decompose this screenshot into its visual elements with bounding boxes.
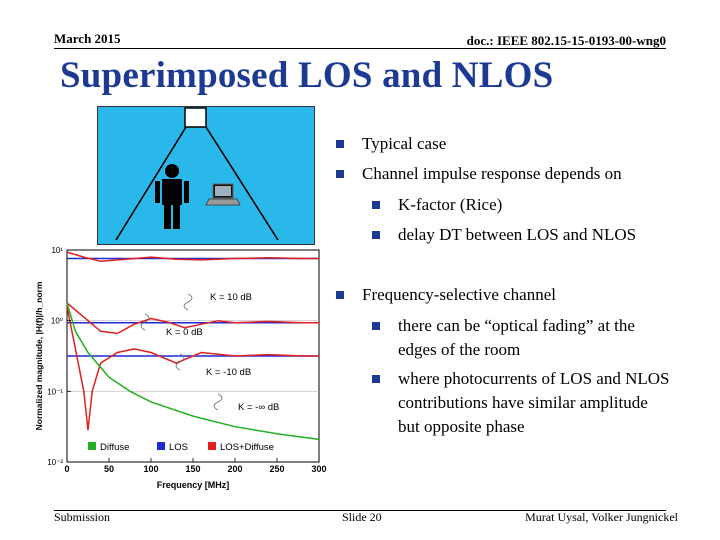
header-date: March 2015 <box>54 31 121 46</box>
x-tick-label: 300 <box>311 464 326 474</box>
series-line-los-diffuse <box>66 251 319 263</box>
bullet-marker <box>336 170 344 178</box>
light-cone-right <box>205 126 279 241</box>
bullet-marker <box>372 201 380 209</box>
annotation-bracket <box>140 313 150 331</box>
footer-submission: Submission <box>54 510 111 524</box>
annotation-label: K = 0 dB <box>166 327 203 338</box>
legend-swatch <box>88 442 96 450</box>
bullet-marker <box>372 322 380 330</box>
series-line-diffuse <box>66 302 320 441</box>
room-drawing <box>115 107 279 241</box>
x-tick-label: 250 <box>269 464 284 474</box>
light-cone-left <box>115 126 187 241</box>
bullet-text: K-factor (Rice) <box>398 195 503 214</box>
legend-label: Diffuse <box>100 442 129 453</box>
bullet-delay: delay DT between LOS and NLOS <box>372 223 636 247</box>
legend-swatch <box>157 442 165 450</box>
x-tick-label: 100 <box>143 464 158 474</box>
bullet-text: Frequency-selective channel <box>362 285 556 304</box>
annotation-bracket <box>175 353 185 371</box>
room-illustration <box>97 106 315 245</box>
y-tick-label: 10⁻² <box>47 458 63 467</box>
bullet-marker <box>372 231 380 239</box>
annotation-bracket <box>213 393 223 411</box>
x-tick-label: 200 <box>227 464 242 474</box>
bullet-marker <box>336 291 344 299</box>
bullet-text: there can be “optical fading” at the edg… <box>398 316 635 359</box>
x-tick-label: 150 <box>185 464 200 474</box>
y-tick-label: 10⁻¹ <box>47 387 63 396</box>
laptop-icon <box>205 183 241 206</box>
legend-swatch <box>208 442 216 450</box>
frequency-response-chart: 0 50 100 150 200 250 300 10¹ 10⁰ 10⁻¹ 10⁻² K = 10 … <box>30 242 330 492</box>
footer-divider <box>54 510 666 511</box>
bullet-frequency-selective: Frequency-selective channel <box>336 283 556 307</box>
ceiling-light-icon <box>184 107 207 128</box>
header-doc-id: doc.: IEEE 802.15-15-0193-00-wng0 <box>466 33 666 48</box>
x-tick-label: 50 <box>104 464 114 474</box>
slide-title: Superimposed LOS and NLOS <box>60 55 554 96</box>
series-line-los-diffuse <box>66 302 319 335</box>
person-icon <box>155 164 189 229</box>
bullet-marker <box>336 140 344 148</box>
annotation-label: K = 10 dB <box>210 292 252 303</box>
chart-svg: 0 50 100 150 200 250 300 10¹ 10⁰ 10⁻¹ 10⁻² K = 10 … <box>34 246 327 490</box>
bullet-optical-fading: there can be “optical fading” at the edg… <box>372 314 672 362</box>
annotation-label: K = -∞ dB <box>238 402 279 413</box>
series-line-los-diffuse <box>66 306 319 431</box>
footer-authors: Murat Uysal, Volker Jungnickel <box>525 510 678 524</box>
footer-slide-number: Slide 20 <box>342 510 382 524</box>
annotation-label: K = -10 dB <box>206 367 251 378</box>
legend-label: LOS <box>169 442 188 453</box>
bullet-marker <box>372 375 380 383</box>
annotation-bracket <box>183 293 193 311</box>
bullet-text: Typical case <box>362 134 447 153</box>
y-axis-label: Normalized magnitude, |H(f)|/h_norm <box>34 281 44 430</box>
bullet-impulse-response: Channel impulse response depends on <box>336 162 622 186</box>
bullet-text: delay DT between LOS and NLOS <box>398 225 637 244</box>
legend-label: LOS+Diffuse <box>220 442 274 453</box>
bullet-photocurrents: where photocurrents of LOS and NLOS cont… <box>372 367 672 439</box>
bullet-text: Channel impulse response depends on <box>362 164 622 183</box>
bullet-text: where photocurrents of LOS and NLOS cont… <box>398 369 670 436</box>
bullet-k-factor: K-factor (Rice) <box>372 193 502 217</box>
x-axis-label: Frequency [MHz] <box>157 480 230 490</box>
y-tick-label: 10¹ <box>51 246 63 255</box>
x-tick-label: 0 <box>64 464 69 474</box>
header-divider <box>54 48 666 49</box>
bullet-typical-case: Typical case <box>336 132 446 156</box>
y-tick-label: 10⁰ <box>51 317 63 326</box>
